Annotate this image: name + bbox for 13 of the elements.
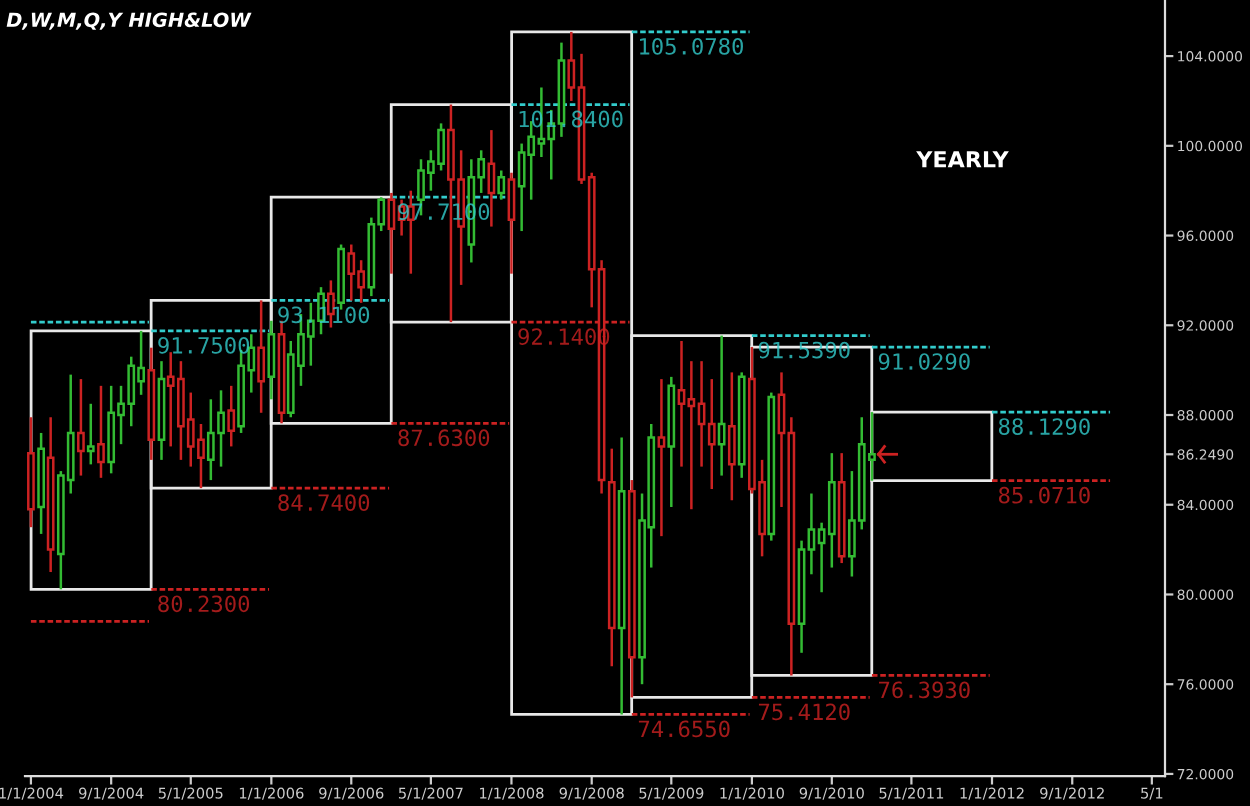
- text: D,W,M,Q,Y HIGH&LOW: [6, 12, 252, 30]
- data-label: 85.0710: [998, 486, 1090, 504]
- data-label: 75.4120: [758, 703, 850, 721]
- annotation: YEARLY: [916, 151, 1009, 168]
- data-label: 88.1290: [998, 418, 1090, 435]
- data-label: 105.0780: [640, 37, 743, 55]
- data-label: 74.6550: [638, 720, 730, 738]
- data-label: 76.3930: [879, 681, 970, 699]
- data-label: 87.6300: [398, 429, 490, 447]
- data-label: 91.7500: [158, 336, 250, 354]
- data-label: 80.2300: [158, 595, 250, 613]
- data-label: 91.0290: [878, 353, 970, 370]
- data-label: 84.7400: [278, 494, 370, 512]
